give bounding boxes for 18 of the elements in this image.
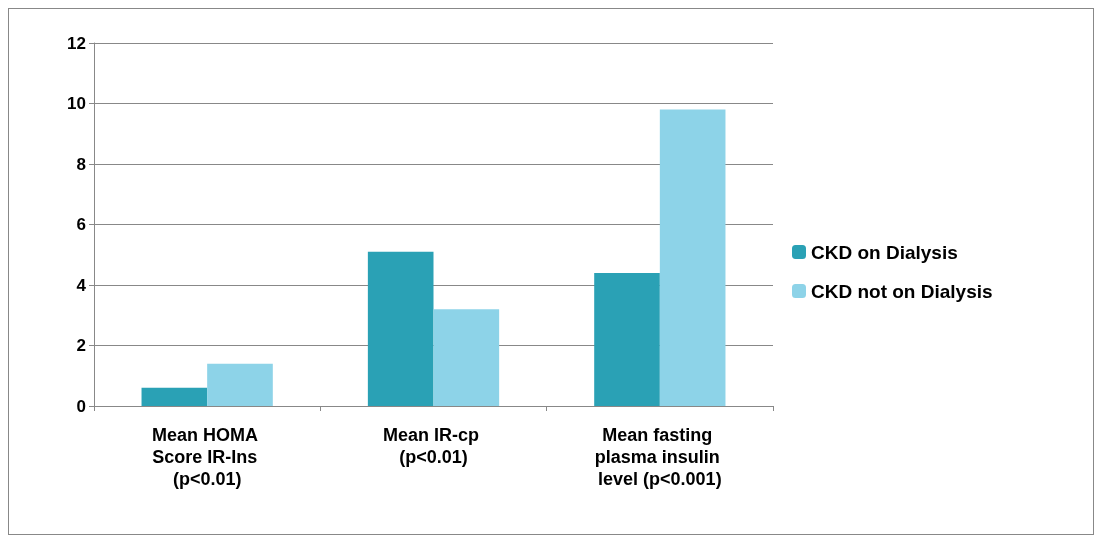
- y-tick-label: 4: [76, 275, 87, 295]
- y-tick-label: 12: [67, 33, 86, 53]
- y-tick-label: 0: [76, 396, 86, 416]
- legend-label: CKD not on Dialysis: [811, 280, 993, 302]
- bar: [141, 387, 208, 406]
- bar: [659, 109, 726, 406]
- bar: [594, 272, 660, 406]
- bar: [207, 363, 273, 406]
- y-tick-label: 8: [76, 154, 86, 174]
- x-tick-label: Mean HOMA Score IR-Ins (p<0.01): [151, 425, 263, 489]
- x-tick-label: Mean IR-cp (p<0.01): [382, 425, 485, 467]
- bar: [433, 309, 500, 406]
- y-tick-label: 10: [67, 94, 86, 113]
- x-tick-label: Mean fasting plasma insulin level (p<0.001): [594, 425, 725, 489]
- legend-label: CKD on Dialysis: [811, 241, 958, 263]
- y-tick-label: 6: [76, 215, 86, 234]
- bar: [367, 251, 434, 406]
- y-tick-label: 2: [76, 336, 86, 355]
